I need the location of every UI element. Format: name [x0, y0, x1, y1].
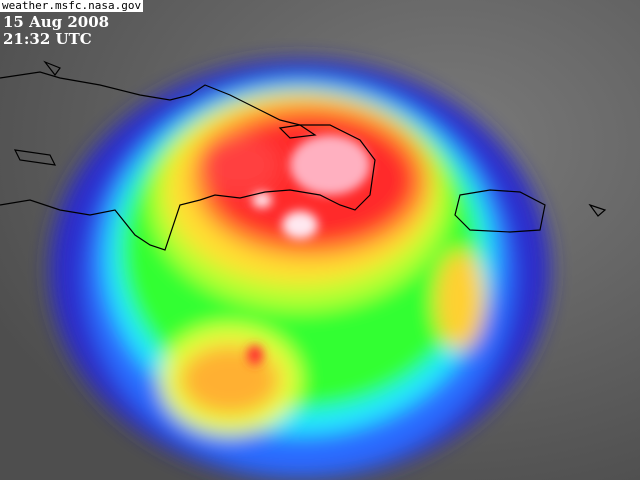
image-date: 15 Aug 2008 [3, 13, 110, 31]
gonave-coast [13, 149, 57, 166]
hispaniola-coast [0, 71, 376, 251]
coastlines [0, 60, 607, 251]
storm-core [247, 135, 370, 365]
islet-coast [43, 60, 61, 77]
puerto-rico-coast [454, 189, 546, 233]
source-label: weather.msfc.nasa.gov [0, 0, 144, 12]
virgin-islands-coast [588, 203, 607, 217]
storm-bands [50, 60, 550, 480]
tortuga-coast [278, 124, 317, 139]
image-time: 21:32 UTC [3, 30, 92, 48]
